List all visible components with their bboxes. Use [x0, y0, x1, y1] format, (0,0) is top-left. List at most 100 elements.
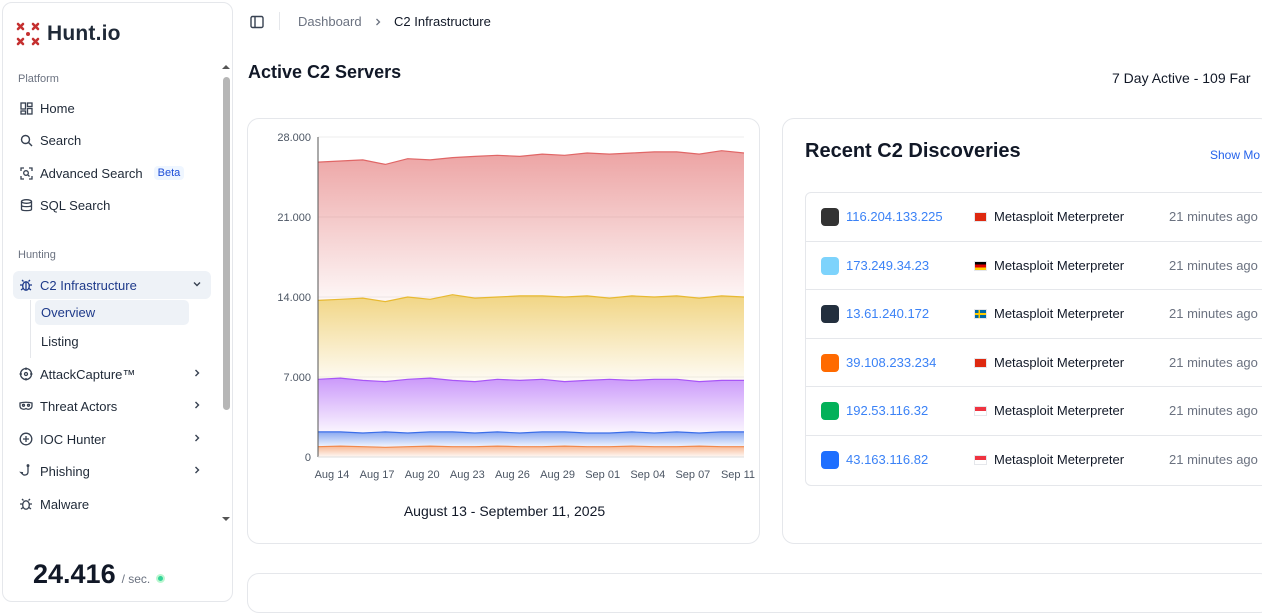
series-area-4[interactable]: [318, 446, 744, 457]
series-area-0[interactable]: [318, 150, 744, 302]
x-tick-label: Aug 17: [360, 469, 395, 481]
show-more-link[interactable]: Show Mo: [1210, 148, 1261, 162]
chevron-right-icon[interactable]: [191, 432, 203, 444]
logo[interactable]: Hunt.io: [15, 21, 121, 47]
ip-link[interactable]: 173.249.34.23: [846, 257, 930, 273]
nav-label: SQL Search: [40, 197, 111, 213]
nav-item-threat-actors[interactable]: Threat Actors: [13, 392, 211, 420]
flag-sg-icon: [974, 406, 987, 417]
nav-label: Malware: [40, 496, 90, 512]
ip-link[interactable]: 43.163.116.82: [846, 451, 929, 467]
y-tick-label: 28.000: [277, 132, 311, 144]
tencent-logo-icon: [821, 450, 839, 469]
nav-label: Home: [40, 100, 75, 116]
sidebar-toggle-icon[interactable]: [250, 15, 264, 29]
topbar-divider: [279, 12, 280, 30]
target-icon: [19, 367, 33, 381]
sub-item-overview[interactable]: Overview: [35, 300, 189, 325]
series-line-0: [317, 150, 745, 166]
series-area-2[interactable]: [318, 378, 744, 433]
discoveries-table: 116.204.133.225 Metasploit Meterpreter 21 …: [805, 192, 1262, 486]
linode-logo-icon: [821, 402, 839, 421]
ip-link[interactable]: 192.53.116.32: [846, 403, 929, 419]
active-c2-area-chart[interactable]: 0 7.000 14.000 21.000 28.000 Aug 14 Aug 17 Aug …: [248, 119, 761, 489]
beta-badge: Beta: [153, 166, 185, 180]
table-row[interactable]: 192.53.116.32 Metasploit Meterpreter 21 mi…: [806, 387, 1262, 436]
discovered-time: 21 minutes ago: [1169, 354, 1258, 370]
scroll-up-arrow-icon[interactable]: [221, 63, 231, 71]
table-row[interactable]: 39.108.233.234 Metasploit Meterpreter 21 m…: [806, 339, 1262, 388]
bug-icon: [19, 278, 33, 292]
ip-link[interactable]: 39.108.233.234: [846, 354, 937, 370]
nav-item-c2-infrastructure[interactable]: C2 Infrastructure: [13, 271, 211, 299]
submenu-guide-line: [30, 300, 31, 358]
aws-logo-icon: [821, 305, 839, 324]
chevron-up-icon[interactable]: [191, 278, 203, 290]
series-line-1: [317, 294, 745, 303]
nav-item-attackcapture[interactable]: AttackCapture™: [13, 360, 211, 388]
nav-label: Advanced Search: [40, 165, 143, 181]
nav-label: Threat Actors: [40, 398, 118, 414]
top-bar: Dashboard C2 Infrastructure: [233, 0, 1262, 44]
recent-c2-discoveries-card: Recent C2 Discoveries Show Mo 116.204.13…: [782, 118, 1262, 544]
active-summary: 7 Day Active - 109 Far: [1112, 70, 1251, 86]
series-area-3[interactable]: [318, 431, 744, 448]
flag-cn-icon: [974, 357, 987, 368]
live-status-dot: [156, 574, 166, 583]
search-icon: [19, 133, 33, 147]
ip-link[interactable]: 116.204.133.225: [846, 209, 943, 224]
platform-section-label: Platform: [18, 73, 59, 85]
scroll-thumb[interactable]: [223, 77, 230, 410]
bug-icon: [19, 497, 33, 511]
flag-de-icon: [974, 260, 987, 271]
x-tick-label: Aug 20: [405, 469, 440, 481]
crosshair-plus-icon: [19, 432, 33, 446]
nav-label: Phishing: [40, 463, 90, 479]
nav-item-malware[interactable]: Malware: [13, 490, 211, 518]
nav-item-advanced-search[interactable]: Advanced Search Beta: [13, 159, 211, 187]
malware-family: Metasploit Meterpreter: [994, 451, 1125, 467]
y-tick-label: 21.000: [277, 212, 311, 224]
malware-family: Metasploit Meterpreter: [994, 257, 1125, 273]
breadcrumb-current: C2 Infrastructure: [394, 14, 491, 29]
page-title: Active C2 Servers: [248, 62, 402, 82]
nav-item-ioc-hunter[interactable]: IOC Hunter: [13, 425, 211, 453]
sidebar: Hunt.io Platform Home Search Advanced Se…: [2, 2, 233, 602]
mask-icon: [19, 399, 33, 413]
discovered-time: 21 minutes ago: [1169, 209, 1258, 224]
chevron-right-icon[interactable]: [191, 367, 203, 379]
nav-item-phishing[interactable]: Phishing: [13, 457, 211, 485]
series-line-3: [318, 431, 744, 434]
breadcrumb-root[interactable]: Dashboard: [298, 14, 362, 29]
series-line-4: [317, 445, 744, 448]
nav-item-search[interactable]: Search: [13, 126, 211, 154]
x-tick-label: Sep 04: [630, 469, 665, 481]
discovered-time: 21 minutes ago: [1169, 451, 1258, 467]
sidebar-scrollbar[interactable]: [221, 63, 231, 523]
nav-item-sql-search[interactable]: SQL Search: [13, 191, 211, 219]
x-tick-label: Aug 29: [540, 469, 575, 481]
aliyun-logo-icon: [821, 353, 839, 372]
table-row[interactable]: 173.249.34.23 Metasploit Meterpreter 21 mi…: [806, 242, 1262, 291]
fish-hook-icon: [19, 464, 33, 478]
nav-label: Search: [40, 132, 82, 148]
ip-link[interactable]: 13.61.240.172: [846, 306, 930, 322]
sub-item-listing[interactable]: Listing: [41, 334, 79, 349]
table-row[interactable]: 43.163.116.82 Metasploit Meterpreter 21 mi…: [806, 436, 1262, 485]
series-line-2: [317, 377, 744, 383]
chevron-right-icon[interactable]: [191, 464, 203, 476]
y-tick-label: 0: [305, 452, 311, 464]
series-area-1[interactable]: [318, 294, 744, 382]
discovered-time: 21 minutes ago: [1169, 403, 1258, 419]
chevron-right-icon[interactable]: [191, 399, 203, 411]
nav-item-home[interactable]: Home: [13, 94, 211, 122]
scroll-down-arrow-icon[interactable]: [221, 515, 231, 523]
chart-date-range: August 13 - September 11, 2025: [403, 503, 606, 519]
table-row[interactable]: 13.61.240.172 Metasploit Meterpreter 21 mi…: [806, 290, 1262, 339]
x-tick-label: Aug 14: [315, 469, 350, 481]
discoveries-title: Recent C2 Discoveries: [805, 140, 1021, 162]
discovered-time: 21 minutes ago: [1169, 257, 1258, 273]
active-c2-chart-card: 0 7.000 14.000 21.000 28.000 Aug 14 Aug 17 Aug …: [247, 118, 760, 544]
malware-family: Metasploit Meterpreter: [994, 306, 1125, 322]
table-row[interactable]: 116.204.133.225 Metasploit Meterpreter 21 …: [806, 193, 1262, 242]
